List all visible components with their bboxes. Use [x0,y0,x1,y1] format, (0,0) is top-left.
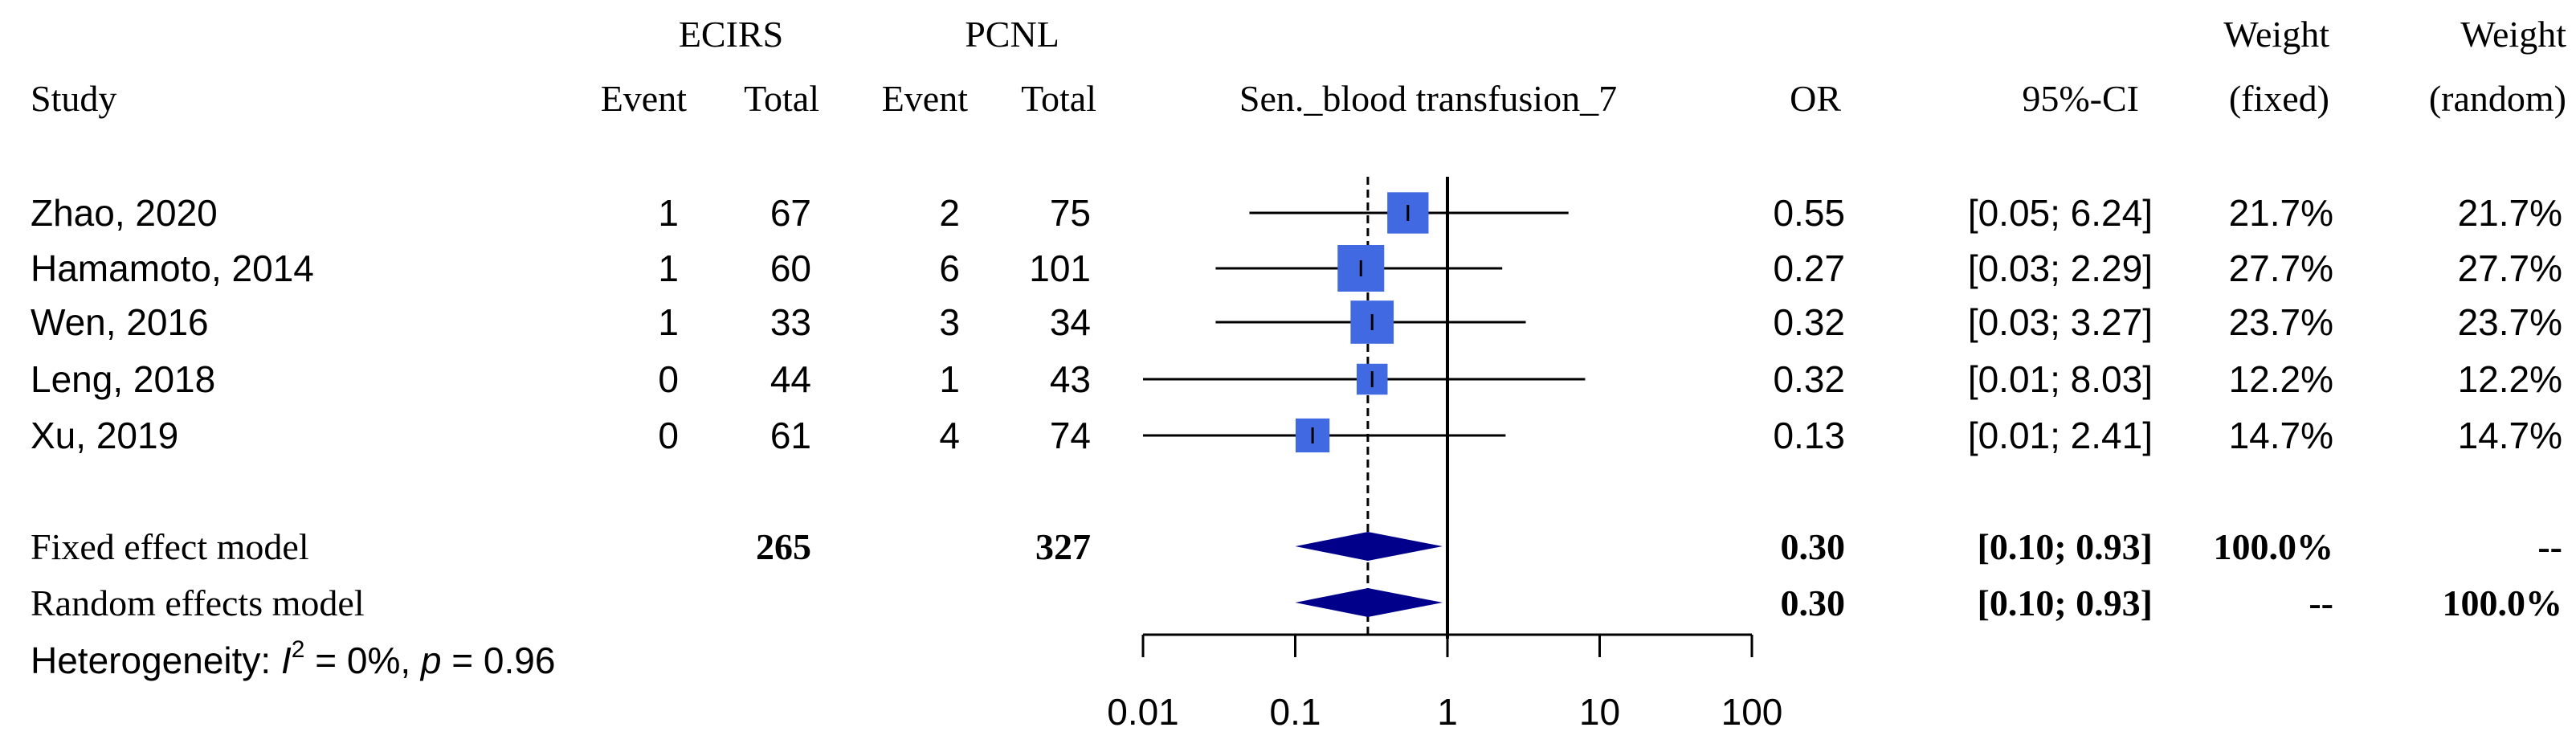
ci-value: [0.03; 2.29] [1968,247,2153,289]
pcnl-event: 4 [939,415,960,456]
weight-fixed-header: Weight [2223,14,2329,55]
pcnl-event: 2 [939,192,960,234]
pooled-label: Fixed effect model [31,526,309,567]
x-tick-label: 0.1 [1270,691,1321,733]
study-label: Xu, 2019 [31,415,178,456]
x-tick-label: 1 [1437,691,1458,733]
weight-fixed-value: 21.7% [2229,192,2333,234]
ci-value: [0.01; 8.03] [1968,358,2153,400]
or-value: 0.32 [1773,301,1845,343]
event1-header: Event [601,78,688,119]
pcnl-total: 43 [1050,358,1091,400]
weight-random-value: 21.7% [2458,192,2562,234]
pcnl-total: 101 [1029,247,1091,289]
pooled-diamond [1295,532,1443,561]
ci-value: [0.01; 2.41] [1968,415,2153,456]
pooled-total1: 265 [756,526,811,567]
p-letter: p [419,640,442,681]
pooled-total2: 327 [1035,526,1091,567]
event2-header: Event [882,78,969,119]
pooled-ci: [0.10; 0.93] [1978,526,2153,567]
pooled-weight-fixed: -- [2309,582,2333,623]
pooled-weight-random: -- [2537,526,2562,567]
ecirs-total: 61 [770,415,811,456]
weight-random-header: Weight [2460,14,2566,55]
heterogeneity-text: Heterogeneity: I2 = 0%, p = 0.96 [31,636,555,681]
plot-title: Sen._blood transfusion_7 [1239,78,1617,119]
ci-header: 95%-CI [2022,78,2139,119]
group2-header: PCNL [965,14,1059,55]
total1-header: Total [744,78,819,119]
pcnl-total: 74 [1050,415,1091,456]
weight-random-value: 14.7% [2458,415,2562,456]
weight-random-value: 12.2% [2458,358,2562,400]
pooled-diamond [1295,588,1443,617]
heterogeneity-prefix: Heterogeneity: [31,640,281,681]
plot-marks [1143,177,1586,639]
ecirs-total: 67 [770,192,811,234]
pcnl-event: 1 [939,358,960,400]
group1-header: ECIRS [679,14,783,55]
study-label: Leng, 2018 [31,358,215,400]
i-squared-letter: I [281,640,292,681]
pcnl-total: 75 [1050,192,1091,234]
total2-header: Total [1021,78,1096,119]
study-rows: Zhao, 2020 1 67 2 75 0.55 [0.05; 6.24] 21.7% 21.… [31,192,2562,623]
weight-fixed-value: 12.2% [2229,358,2333,400]
or-value: 0.27 [1773,247,1845,289]
i-squared-value: = 0%, [304,640,420,681]
pcnl-total: 34 [1050,301,1091,343]
ci-value: [0.03; 3.27] [1968,301,2153,343]
weight-fixed-value: 27.7% [2229,247,2333,289]
i-squared-sup: 2 [292,636,305,663]
ecirs-event: 1 [658,301,679,343]
weight-fixed-value: 23.7% [2229,301,2333,343]
pooled-weight-fixed: 100.0% [2214,526,2334,567]
study-label: Hamamoto, 2014 [31,247,314,289]
random-header: (random) [2429,78,2566,119]
ecirs-event: 1 [658,247,679,289]
ecirs-total: 60 [770,247,811,289]
p-value: = 0.96 [442,640,556,681]
ecirs-event: 1 [658,192,679,234]
weight-random-value: 23.7% [2458,301,2562,343]
ecirs-event: 0 [658,415,679,456]
ecirs-total: 44 [770,358,811,400]
pooled-or: 0.30 [1781,526,1846,567]
fixed-header: (fixed) [2229,78,2329,119]
ecirs-total: 33 [770,301,811,343]
ecirs-event: 0 [658,358,679,400]
study-label: Zhao, 2020 [31,192,218,234]
or-value: 0.32 [1773,358,1845,400]
pooled-label: Random effects model [31,582,365,623]
pooled-ci: [0.10; 0.93] [1978,582,2153,623]
ci-value: [0.05; 6.24] [1968,192,2153,234]
x-tick-label: 100 [1721,691,1783,733]
or-header: OR [1790,78,1841,119]
or-value: 0.13 [1773,415,1845,456]
pcnl-event: 3 [939,301,960,343]
pooled-weight-random: 100.0% [2443,582,2563,623]
x-tick-label: 0.01 [1107,691,1179,733]
x-tick-label: 10 [1579,691,1620,733]
pcnl-event: 6 [939,247,960,289]
x-axis: 0.01 0.1 1 10 100 [1107,633,1783,733]
study-label: Wen, 2016 [31,301,209,343]
study-header: Study [31,78,116,119]
weight-fixed-value: 14.7% [2229,415,2333,456]
weight-random-value: 27.7% [2458,247,2562,289]
or-value: 0.55 [1773,192,1845,234]
pooled-or: 0.30 [1781,582,1846,623]
